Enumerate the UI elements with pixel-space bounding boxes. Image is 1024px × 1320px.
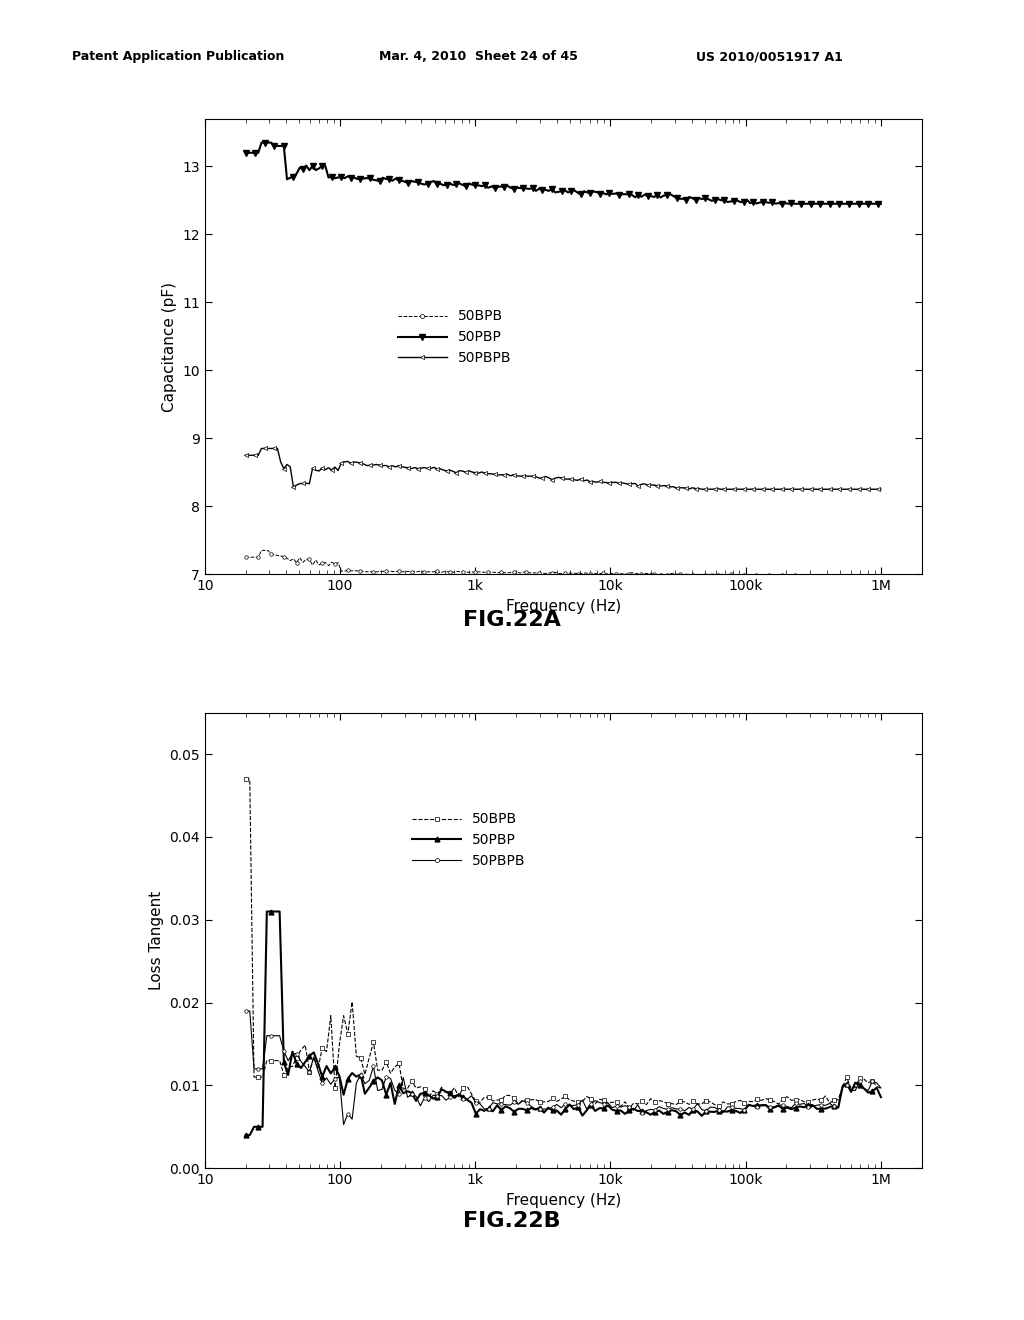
Legend: 50BPB, 50PBP, 50PBPB: 50BPB, 50PBP, 50PBPB [413, 812, 525, 869]
Text: Mar. 4, 2010  Sheet 24 of 45: Mar. 4, 2010 Sheet 24 of 45 [379, 50, 578, 63]
Text: Patent Application Publication: Patent Application Publication [72, 50, 284, 63]
Text: FIG.22B: FIG.22B [463, 1210, 561, 1232]
X-axis label: Frequency (Hz): Frequency (Hz) [506, 1192, 621, 1208]
Y-axis label: Loss Tangent: Loss Tangent [148, 891, 164, 990]
Legend: 50BPB, 50PBP, 50PBPB: 50BPB, 50PBP, 50PBPB [398, 309, 511, 366]
Y-axis label: Capacitance (pF): Capacitance (pF) [162, 281, 176, 412]
X-axis label: Frequency (Hz): Frequency (Hz) [506, 598, 621, 614]
Text: FIG.22A: FIG.22A [463, 610, 561, 631]
Text: US 2010/0051917 A1: US 2010/0051917 A1 [696, 50, 843, 63]
